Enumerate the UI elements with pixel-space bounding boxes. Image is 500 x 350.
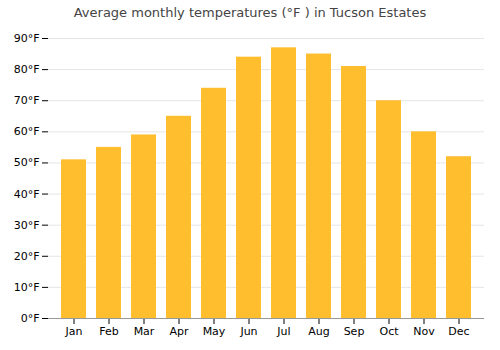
svg-text:80°F: 80°F bbox=[14, 63, 40, 76]
svg-text:20°F: 20°F bbox=[14, 250, 40, 263]
svg-text:0°F: 0°F bbox=[21, 312, 40, 325]
svg-text:Oct: Oct bbox=[379, 325, 399, 338]
svg-text:90°F: 90°F bbox=[14, 32, 40, 45]
svg-text:Dec: Dec bbox=[448, 325, 469, 338]
svg-text:70°F: 70°F bbox=[14, 94, 40, 107]
svg-text:Sep: Sep bbox=[344, 325, 365, 338]
html-text:Average monthly temperatures (: Average monthly temperatures (°F ) in Tu… bbox=[73, 5, 427, 20]
svg-text:30°F: 30°F bbox=[14, 219, 40, 232]
svg-text:Jun: Jun bbox=[239, 325, 257, 338]
svg-text:60°F: 60°F bbox=[14, 125, 40, 138]
svg-text:40°F: 40°F bbox=[14, 188, 40, 201]
svg-text:50°F: 50°F bbox=[14, 156, 40, 169]
svg-text:Aug: Aug bbox=[308, 325, 329, 338]
svg-text:Mar: Mar bbox=[134, 325, 155, 338]
svg-text:Feb: Feb bbox=[99, 325, 118, 338]
svg-text:10°F: 10°F bbox=[14, 281, 40, 294]
svg-text:Nov: Nov bbox=[413, 325, 435, 338]
svg-text:May: May bbox=[203, 325, 226, 338]
svg-text:Jul: Jul bbox=[276, 325, 290, 338]
svg-text:Apr: Apr bbox=[169, 325, 189, 338]
svg-text:Jan: Jan bbox=[65, 325, 83, 338]
